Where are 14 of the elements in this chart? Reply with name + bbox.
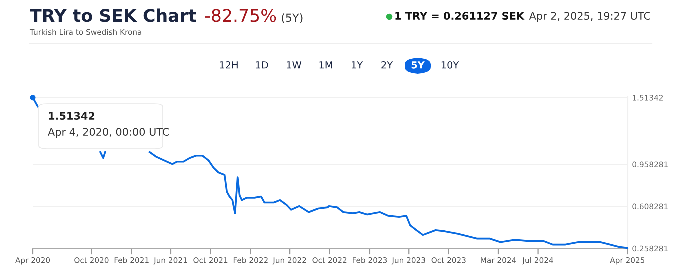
text: 1M bbox=[320, 62, 332, 69]
text: 12H bbox=[220, 61, 238, 69]
text: (5Y) bbox=[282, 14, 303, 24]
text: 1 TRY = 0.261127 SEK bbox=[396, 12, 525, 20]
text: 1D bbox=[256, 62, 268, 69]
annotation: 1.51342 Apr 4, 2020, 00:00 UTC bbox=[48, 112, 170, 138]
text: 5Y bbox=[412, 62, 425, 69]
chart-title: TRY to SEK Chart bbox=[30, 8, 196, 22]
text: 10Y bbox=[442, 61, 460, 69]
text: 2Y bbox=[382, 61, 394, 69]
text: 1W bbox=[287, 62, 302, 69]
text: -82.75% bbox=[205, 9, 276, 22]
text: Apr 2, 2025, 19:27 UTC bbox=[529, 12, 650, 22]
text: 1Y bbox=[352, 62, 364, 69]
